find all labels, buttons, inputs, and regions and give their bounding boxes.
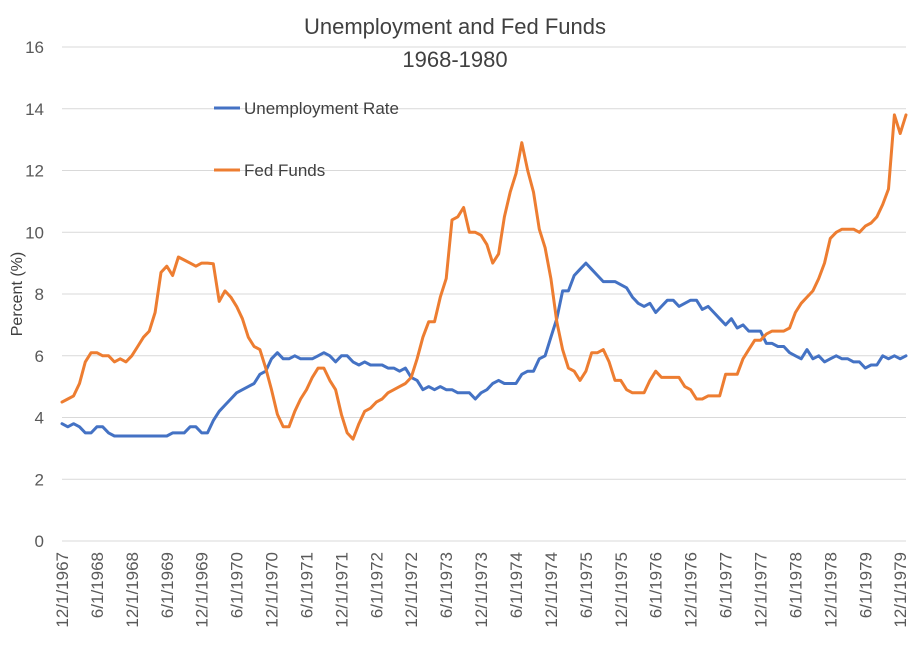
x-tick-label: 12/1/1972 (402, 552, 421, 628)
y-tick-label: 6 (35, 347, 44, 366)
chart-subtitle: 1968-1980 (402, 47, 507, 72)
x-tick-label: 12/1/1975 (612, 552, 631, 628)
x-tick-label: 12/1/1977 (751, 552, 770, 628)
x-tick-label: 12/1/1973 (472, 552, 491, 628)
x-tick-label: 6/1/1973 (437, 552, 456, 618)
y-tick-label: 4 (35, 409, 44, 428)
chart-title: Unemployment and Fed Funds (304, 14, 606, 39)
x-tick-label: 6/1/1975 (577, 552, 596, 618)
y-tick-label: 16 (25, 38, 44, 57)
x-tick-label: 6/1/1974 (507, 552, 526, 618)
x-tick-label: 12/1/1970 (263, 552, 282, 628)
plot-series (60, 113, 908, 441)
x-tick-label: 12/1/1971 (332, 552, 351, 628)
x-tick-label: 6/1/1971 (297, 552, 316, 618)
x-tick-label: 6/1/1968 (88, 552, 107, 618)
y-tick-label: 10 (25, 223, 44, 242)
series-line-fed-funds (60, 113, 908, 441)
x-tick-label: 12/1/1967 (53, 552, 72, 628)
x-tick-label: 6/1/1977 (717, 552, 736, 618)
x-tick-label: 6/1/1976 (647, 552, 666, 618)
y-tick-label: 0 (35, 532, 44, 551)
x-tick-label: 6/1/1978 (786, 552, 805, 618)
y-tick-label: 2 (35, 470, 44, 489)
legend-label-fed-funds: Fed Funds (244, 161, 325, 180)
x-tick-label: 12/1/1976 (682, 552, 701, 628)
y-axis-title: Percent (%) (9, 252, 26, 336)
x-tick-label: 6/1/1972 (367, 552, 386, 618)
y-tick-label: 14 (25, 100, 44, 119)
x-tick-label: 12/1/1978 (821, 552, 840, 628)
x-tick-label: 12/1/1969 (193, 552, 212, 628)
y-tick-label: 8 (35, 285, 44, 304)
x-tick-label: 12/1/1979 (891, 552, 910, 628)
grid-lines (62, 46, 906, 542)
x-tick-label: 6/1/1979 (856, 552, 875, 618)
x-tick-label: 6/1/1970 (228, 552, 247, 618)
y-axis-ticks: 0 2 4 6 8 10 12 14 16 (25, 38, 44, 551)
x-axis-ticks: 12/1/1967 6/1/1968 12/1/1968 6/1/1969 12/1/1… (53, 552, 910, 628)
legend: Unemployment Rate Fed Funds (214, 99, 399, 180)
legend-label-unemployment: Unemployment Rate (244, 99, 399, 118)
x-tick-label: 12/1/1968 (123, 552, 142, 628)
x-tick-label: 12/1/1974 (542, 552, 561, 628)
series-line-unemployment-rate (60, 261, 908, 438)
y-tick-label: 12 (25, 162, 44, 181)
x-tick-label: 6/1/1969 (158, 552, 177, 618)
